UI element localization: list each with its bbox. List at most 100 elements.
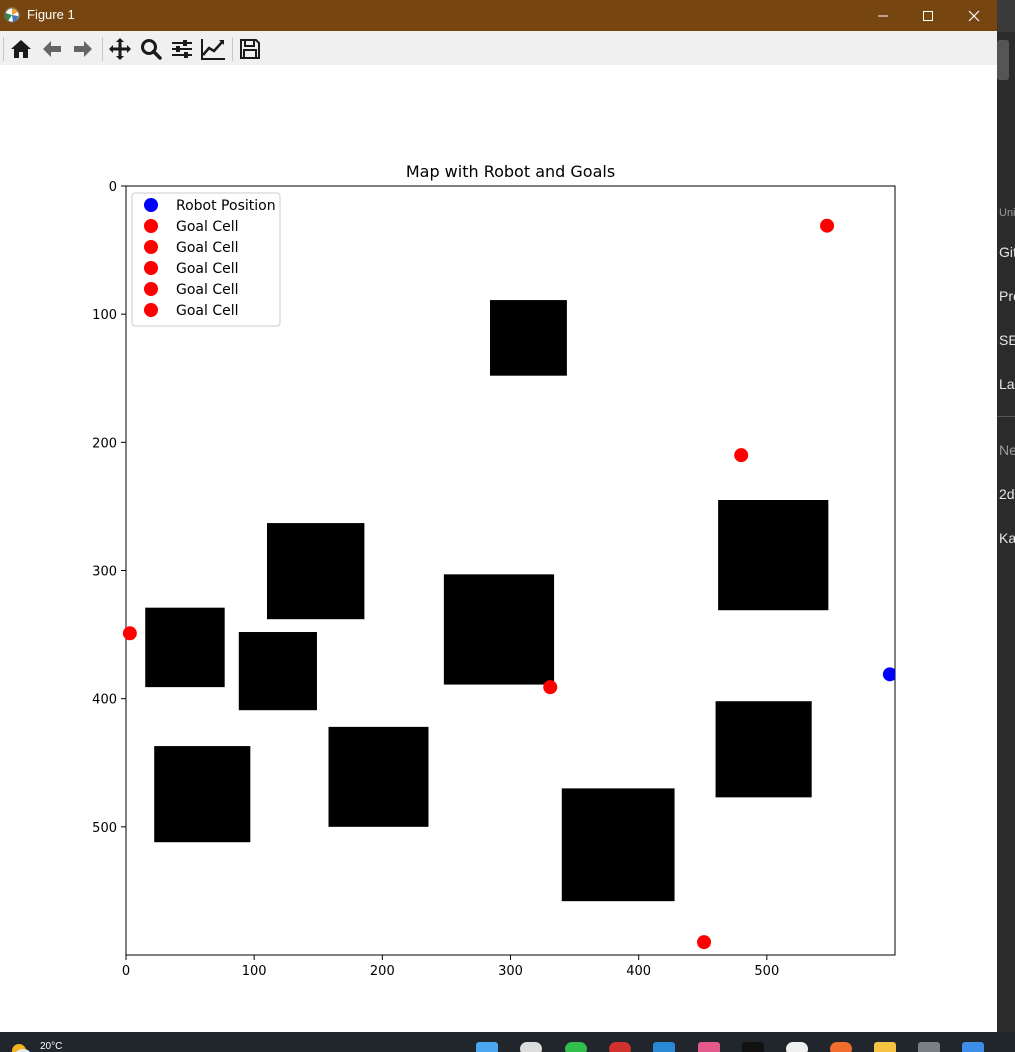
legend-label: Goal Cell: [176, 282, 239, 298]
app-icon[interactable]: [830, 1042, 852, 1052]
whatsapp-icon[interactable]: [565, 1042, 587, 1052]
legend-marker: [144, 219, 158, 233]
toolbar-grip: [3, 37, 4, 61]
line-chart-icon: [201, 39, 225, 60]
obstacle: [443, 574, 555, 685]
legend-label: Goal Cell: [176, 303, 239, 319]
x-tick-label: 300: [498, 964, 523, 979]
background-app-item[interactable]: Pre: [999, 288, 1015, 304]
x-tick-label: 400: [626, 964, 651, 979]
app-icon[interactable]: [962, 1042, 984, 1052]
toolbar-separator: [102, 37, 103, 61]
configure-subplots-button[interactable]: [169, 36, 195, 62]
app-icon[interactable]: [786, 1042, 808, 1052]
legend-marker: [144, 303, 158, 317]
obstacle: [154, 746, 251, 843]
close-icon: [968, 10, 980, 21]
data-point-goal-cell: [543, 680, 558, 695]
home-button[interactable]: [8, 36, 34, 62]
magnifier-icon: [141, 39, 162, 60]
arrow-right-icon: [74, 41, 92, 57]
background-app-item[interactable]: 2d: [999, 486, 1015, 502]
search-icon[interactable]: [520, 1042, 542, 1052]
background-app-item[interactable]: Ne: [999, 442, 1015, 458]
legend-label: Goal Cell: [176, 261, 239, 277]
close-button[interactable]: [951, 0, 997, 31]
back-button[interactable]: [39, 36, 65, 62]
pan-button[interactable]: [107, 36, 133, 62]
maximize-button[interactable]: [905, 0, 951, 31]
data-point-robot-position: [882, 667, 895, 682]
obstacle: [715, 701, 812, 798]
y-tick-label: 400: [92, 693, 117, 708]
legend-marker: [144, 282, 158, 296]
legend-marker: [144, 240, 158, 254]
x-tick-label: 0: [122, 964, 130, 979]
arrow-left-icon: [43, 41, 61, 57]
app-icon[interactable]: [698, 1042, 720, 1052]
zoom-button[interactable]: [138, 36, 164, 62]
background-app-item[interactable]: Las: [999, 376, 1015, 392]
background-app-header: [997, 0, 1015, 32]
minimize-icon: [878, 15, 888, 16]
y-tick-label: 500: [92, 821, 117, 836]
legend-label: Goal Cell: [176, 219, 239, 235]
obstacle: [145, 607, 225, 688]
background-app-scrollbar[interactable]: [997, 40, 1009, 80]
data-point-goal-cell: [820, 218, 835, 233]
save-button[interactable]: [237, 36, 263, 62]
window-title: Figure 1: [27, 7, 75, 22]
navigation-toolbar: [0, 31, 997, 66]
obstacle: [561, 788, 675, 902]
obstacle: [489, 300, 567, 376]
map-plot[interactable]: 0 100 200 300 400 500 0 100 200 300 400 500 Map with…: [0, 65, 997, 1032]
home-icon: [11, 40, 31, 58]
matplotlib-logo-icon: [4, 7, 20, 23]
obstacle: [718, 500, 829, 611]
start-icon[interactable]: [476, 1042, 498, 1052]
obstacle: [238, 632, 317, 711]
weather-icon: [12, 1044, 30, 1052]
figure-window: Figure 1: [0, 0, 997, 1032]
vscode-icon[interactable]: [653, 1042, 675, 1052]
background-app-item[interactable]: SE: [999, 332, 1015, 348]
toolbar-separator: [232, 37, 233, 61]
x-tick-label: 500: [754, 964, 779, 979]
data-point-goal-cell: [734, 448, 749, 463]
y-tick-label: 300: [92, 565, 117, 580]
y-tick-label: 0: [109, 180, 117, 195]
legend-box: [131, 192, 281, 327]
legend-marker: [144, 198, 158, 212]
background-app-window: Univ Git Pre SE Las Ne 2d Ka: [997, 0, 1015, 1032]
weather-temperature[interactable]: 20°C: [40, 1041, 63, 1052]
data-point-goal-cell: [697, 935, 712, 950]
obstacle: [266, 523, 365, 620]
app-icon[interactable]: [918, 1042, 940, 1052]
edit-axis-button[interactable]: [200, 36, 226, 62]
file-explorer-icon[interactable]: [874, 1042, 896, 1052]
legend-label: Goal Cell: [176, 240, 239, 256]
terminal-icon[interactable]: [742, 1042, 764, 1052]
background-app-divider: [997, 416, 1015, 417]
data-point-goal-cell: [122, 626, 137, 641]
y-tick-label: 200: [92, 436, 117, 451]
forward-button[interactable]: [70, 36, 96, 62]
maximize-icon: [923, 10, 933, 21]
minimize-button[interactable]: [860, 0, 906, 31]
obstacle: [328, 726, 429, 827]
taskbar: 20°C: [0, 1032, 1015, 1052]
sliders-icon: [172, 40, 192, 58]
legend-label: Robot Position: [176, 198, 276, 214]
background-app-item[interactable]: Git: [999, 244, 1015, 260]
background-app-item[interactable]: Ka: [999, 530, 1015, 546]
x-tick-label: 200: [370, 964, 395, 979]
title-bar[interactable]: Figure 1: [0, 0, 997, 31]
x-tick-label: 100: [242, 964, 267, 979]
background-app-item[interactable]: Univ: [999, 207, 1015, 219]
y-tick-label: 100: [92, 308, 117, 323]
chart-title: Map with Robot and Goals: [406, 162, 615, 181]
app-icon[interactable]: [609, 1042, 631, 1052]
floppy-disk-icon: [240, 39, 260, 59]
figure-canvas[interactable]: 0 100 200 300 400 500 0 100 200 300 400 500 Map with…: [0, 65, 997, 1032]
legend-marker: [144, 261, 158, 275]
